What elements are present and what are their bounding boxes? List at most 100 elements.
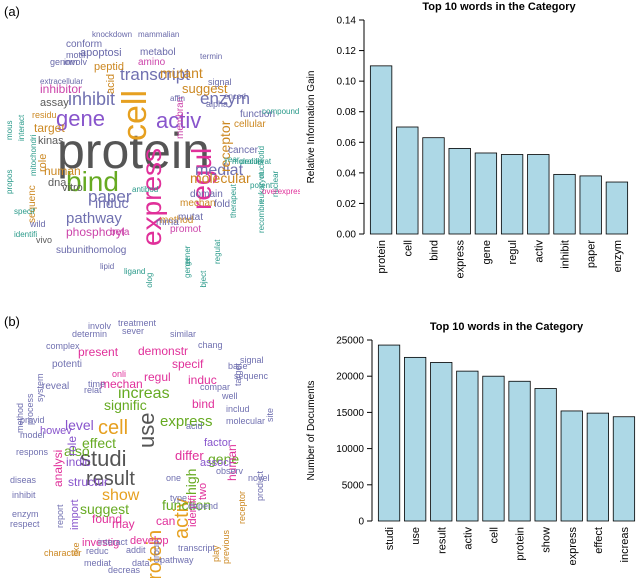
cloud-a-word: knockdown (92, 30, 133, 39)
cloud-b-word: report (55, 504, 65, 528)
cloud-b-word: differ (175, 448, 204, 463)
cloud-a-word: residu (32, 110, 57, 120)
cloud-a-word: interact (17, 114, 26, 142)
cloud-b-word: onli (112, 369, 127, 379)
cloud-a-word: activ (156, 108, 202, 133)
word-cloud-a: protein cell express bind regul gene activ inhi… (0, 18, 300, 289)
cloud-a-word: function (240, 109, 276, 120)
panel-label-b: (b) (4, 314, 20, 329)
cloud-a-word: mous (5, 120, 14, 140)
y-tick-label: 0.06 (337, 138, 357, 149)
cloud-a-word: proliferat (240, 157, 272, 166)
cloud-b-word: includ (226, 404, 250, 414)
cloud-b-word: chang (198, 340, 223, 350)
cloud-b-word: high (183, 468, 199, 495)
cloud-b-word: relat (84, 385, 102, 395)
bar-cell (482, 375, 505, 522)
cloud-b-word: indic (66, 455, 91, 469)
bar-express (448, 147, 471, 235)
x-tick-label: effect (593, 527, 605, 554)
cloud-b-word: addit (126, 545, 146, 555)
cloud-b-word: treatment (118, 318, 157, 328)
cloud-b-word: induc (188, 373, 217, 387)
cloud-a-word: mechan (180, 198, 216, 209)
word-cloud-b: studi result use protein activ cell show expres… (0, 316, 300, 579)
y-tick-label: 0 (358, 517, 364, 528)
x-tick-label: paper (586, 240, 598, 268)
cloud-b-word: sequenc (234, 371, 269, 381)
cloud-a-word: conform (66, 39, 103, 50)
cloud-a-word: induc (95, 195, 129, 211)
cloud-a-word: sequenc (27, 184, 38, 223)
cloud-a-word: method (160, 215, 194, 226)
cloud-a-word: phosphoryl (66, 225, 125, 239)
bar-activ (527, 154, 550, 235)
cloud-b-word: regul (144, 370, 171, 384)
cloud-b-word: interact (98, 537, 128, 547)
cloud-a-word: fold (214, 199, 231, 210)
cloud-b-word: may (112, 517, 135, 531)
cloud-a-word: enzym (200, 89, 251, 108)
cloud-a-word: apoptosi (80, 47, 122, 59)
panel-label-a: (a) (4, 4, 20, 19)
bar-result (430, 362, 453, 522)
bar-activ (456, 370, 479, 522)
cloud-a-word: potent (250, 181, 273, 190)
x-tick-label: studi (384, 527, 396, 550)
cloud-a-word: mediat (195, 162, 244, 179)
cloud-b-word: sever (122, 326, 145, 336)
cloud-a-word: cell (116, 89, 154, 141)
x-tick-label: bind (429, 240, 441, 261)
cloud-b-word: level (65, 417, 94, 433)
cloud-a-word: molecular (190, 170, 251, 186)
cloud-a-word: affin (170, 94, 185, 103)
cloud-b-word: can (156, 514, 176, 528)
cloud-b-word: play (211, 545, 221, 562)
y-tick-label: 25000 (336, 336, 364, 347)
y-tick-label: 0.10 (337, 77, 357, 88)
cloud-a-word: identifi (14, 230, 38, 239)
cloud-a-word: wild (30, 219, 46, 229)
cloud-b-word: involv (88, 321, 112, 331)
y-tick-label: 0.08 (337, 107, 357, 118)
cloud-b-word: character (44, 548, 82, 558)
cloud-a-word: suggest (182, 81, 228, 96)
cloud-b-word: gene (208, 451, 240, 467)
cloud-a-word: genom (50, 57, 78, 67)
x-tick-label: activ (533, 240, 545, 263)
cloud-b-word: use (134, 412, 159, 449)
cloud-a-word: cancer (228, 145, 259, 156)
cloud-b-word: respect (10, 519, 40, 529)
cloud-a-word: homolog (88, 245, 127, 256)
bar-inhibit (553, 173, 576, 235)
cloud-a-word: recombin (257, 200, 266, 234)
cloud-b-word: like (71, 542, 81, 556)
x-tick-label: cell (402, 240, 414, 257)
x-tick-label: show (541, 527, 553, 553)
cloud-b-word: inhibit (12, 490, 36, 500)
cloud-a-word: therapeut (229, 183, 238, 218)
cloud-b-word: role (65, 436, 79, 457)
y-tick-label: 20000 (336, 372, 364, 383)
cloud-a-word: role (37, 153, 49, 173)
cloud-b-word: data (132, 558, 150, 568)
cloud-b-word: potenti (52, 359, 83, 370)
cloud-b-word: receptor (237, 490, 247, 524)
cloud-a-word: vitro (62, 182, 83, 194)
cloud-a-word: mitochondri (29, 135, 38, 177)
x-tick-label: express (455, 240, 467, 279)
cloud-b-word: suggest (80, 501, 130, 517)
x-tick-label: result (436, 527, 448, 554)
cloud-a-word: year (224, 155, 240, 164)
y-tick-label: 0.04 (337, 168, 357, 179)
cloud-b-word: factor (204, 437, 232, 449)
cloud-b-word: reduc (86, 546, 109, 556)
cloud-b-word: complex (46, 341, 80, 351)
cloud-b-word: reveal (42, 381, 70, 392)
cloud-b-word: express (160, 413, 213, 430)
cloud-b-word: site (265, 407, 275, 422)
cloud-b-word: provid (20, 415, 45, 425)
cloud-b-word: cell (98, 417, 129, 439)
x-tick-label: regul (507, 240, 519, 264)
cloud-b-word: present (78, 345, 119, 359)
